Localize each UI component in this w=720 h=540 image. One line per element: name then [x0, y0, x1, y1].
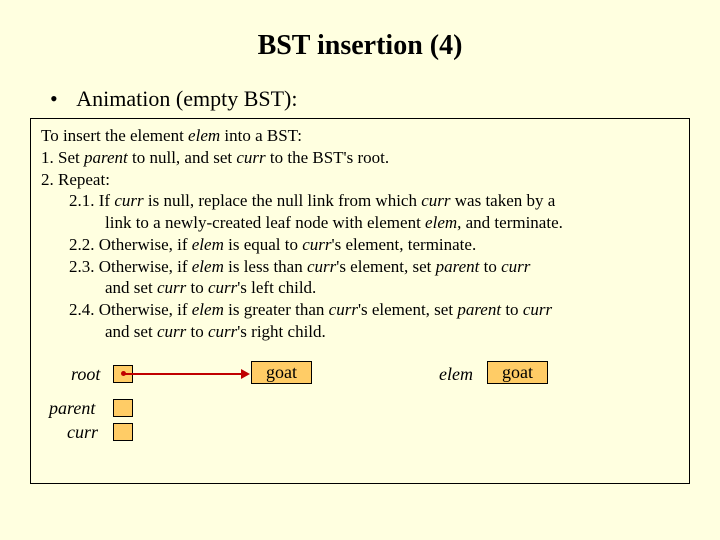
algo-line-0: To insert the element elem into a BST:	[41, 125, 679, 147]
algo-line-22: 2.2. Otherwise, if elem is equal to curr…	[41, 234, 679, 256]
algo-line-21: 2.1. If curr is null, replace the null l…	[41, 190, 679, 212]
bullet-dot: •	[50, 86, 72, 112]
algo-line-21b: link to a newly-created leaf node with e…	[41, 212, 679, 234]
parent-cell	[113, 399, 133, 417]
root-arrow-head	[241, 369, 250, 379]
curr-label: curr	[67, 421, 98, 444]
curr-cell	[113, 423, 133, 441]
goat-node: goat	[251, 361, 312, 385]
algo-line-24: 2.4. Otherwise, if elem is greater than …	[41, 299, 679, 321]
algo-line-23: 2.3. Otherwise, if elem is less than cur…	[41, 256, 679, 278]
elem-label: elem	[439, 363, 473, 386]
parent-label: parent	[49, 397, 95, 420]
algo-line-2: 2. Repeat:	[41, 169, 679, 191]
algo-line-1: 1. Set parent to null, and set curr to t…	[41, 147, 679, 169]
algo-line-23b: and set curr to curr's left child.	[41, 277, 679, 299]
algo-line-24b: and set curr to curr's right child.	[41, 321, 679, 343]
slide-title: BST insertion (4)	[16, 30, 704, 62]
bullet-line: • Animation (empty BST):	[50, 86, 704, 112]
root-label: root	[71, 363, 100, 386]
slide: BST insertion (4) • Animation (empty BST…	[0, 0, 720, 540]
elem-value-box: goat	[487, 361, 548, 385]
root-arrow-line	[125, 373, 243, 375]
bullet-text: Animation (empty BST):	[76, 86, 297, 111]
algorithm-box: To insert the element elem into a BST: 1…	[30, 118, 690, 484]
diagram: root goat elem goat parent curr	[41, 359, 679, 469]
